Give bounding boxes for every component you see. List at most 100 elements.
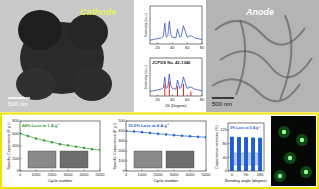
plot-frame <box>150 58 202 96</box>
led <box>278 174 282 178</box>
tick-label: 0 <box>17 168 20 173</box>
marker <box>67 144 69 146</box>
axis-label: Specific Capacitance (F g⁻¹) <box>113 122 117 170</box>
marker <box>205 136 206 138</box>
label: 500 nm <box>212 101 232 107</box>
tick <box>202 43 203 45</box>
tick <box>172 95 173 97</box>
tick-label: 40 <box>170 45 175 50</box>
marker <box>189 135 191 137</box>
tick <box>228 171 230 172</box>
bar <box>150 96 151 97</box>
tick <box>126 161 128 162</box>
marker <box>126 130 127 132</box>
marker <box>51 141 53 143</box>
tick <box>126 141 128 142</box>
tick <box>157 95 158 97</box>
tick-label: 5000 <box>96 172 106 177</box>
bar <box>157 96 158 97</box>
led <box>282 130 286 134</box>
led-glow <box>284 152 296 164</box>
tick-label: 20 <box>155 45 160 50</box>
bar <box>181 96 182 97</box>
tick <box>20 121 22 122</box>
marks <box>20 132 100 151</box>
annotation: 44% Loss at 1 A g⁻¹ <box>22 123 60 128</box>
tick <box>52 170 53 172</box>
tick-label: 4000 <box>186 172 196 177</box>
marker <box>43 139 45 141</box>
label: Cathode <box>80 7 116 17</box>
marker <box>75 145 77 147</box>
led-glow <box>296 134 308 146</box>
tick <box>20 170 21 172</box>
tick-label: 40 <box>170 97 175 102</box>
tick-label: 1000 <box>32 172 42 177</box>
led <box>288 156 292 160</box>
annotation: 15.5% Loss at 4 A g⁻¹ <box>128 123 170 128</box>
marker <box>27 135 29 137</box>
marker <box>173 134 175 136</box>
tick-label: 60 <box>185 45 190 50</box>
label: 500 nm <box>8 101 28 107</box>
tick-label: 5000 <box>202 172 212 177</box>
marker <box>99 149 100 151</box>
chart: 20406080Intensity (a.u.) <box>144 6 205 50</box>
particle <box>18 10 62 50</box>
tick-label: 0 <box>231 172 234 177</box>
marker <box>149 132 151 134</box>
tick <box>126 151 128 152</box>
bar <box>169 82 170 96</box>
tick <box>174 170 175 172</box>
bar <box>179 96 180 97</box>
chart: 20406080JCPDS No. 42-13402θ (Degree)Inte… <box>144 58 205 108</box>
sem-inset <box>134 151 162 168</box>
particle <box>16 68 56 100</box>
tick-label: 0 <box>123 168 126 173</box>
tick-label: 80 <box>223 141 228 146</box>
marker <box>35 137 37 139</box>
tick-label: 90 <box>244 172 249 177</box>
tick-label: 200 <box>118 148 125 153</box>
bar <box>177 86 178 96</box>
axis-label: Bending angle (degree) <box>225 178 267 183</box>
tick-label: 80 <box>200 45 205 50</box>
tick <box>187 43 188 45</box>
tem-cathode <box>0 0 134 112</box>
xrd-panel <box>134 0 206 112</box>
tick-label: 0 <box>225 168 228 173</box>
tick-label: 1000 <box>138 172 148 177</box>
tem-anode <box>206 0 319 112</box>
marker <box>59 143 61 145</box>
tick-label: 4000 <box>80 172 90 177</box>
annotation: JCPDS No. 42-1340 <box>152 60 191 65</box>
bar <box>198 96 199 97</box>
tick-label: 600 <box>12 131 19 136</box>
tick-label: 3000 <box>64 172 74 177</box>
sheet-wrinkle <box>280 15 291 100</box>
bar <box>163 96 164 97</box>
tick <box>228 143 230 144</box>
bar <box>172 96 173 97</box>
tick <box>20 146 22 147</box>
tick-label: 3000 <box>170 172 180 177</box>
bottom-frame <box>1 114 318 189</box>
bar <box>165 96 166 97</box>
bar <box>237 137 241 171</box>
marker <box>181 135 183 137</box>
bar <box>202 96 203 97</box>
led <box>300 138 304 142</box>
bar <box>166 96 167 97</box>
tick <box>142 170 143 172</box>
tick <box>126 131 128 132</box>
bar <box>194 96 195 97</box>
marker <box>91 148 93 150</box>
tick <box>36 170 37 172</box>
plot-frame <box>150 6 202 44</box>
led <box>304 170 308 174</box>
tick <box>100 170 101 172</box>
marker <box>83 147 85 149</box>
tick <box>202 95 203 97</box>
plot-frame <box>126 121 206 171</box>
marker <box>141 131 143 133</box>
